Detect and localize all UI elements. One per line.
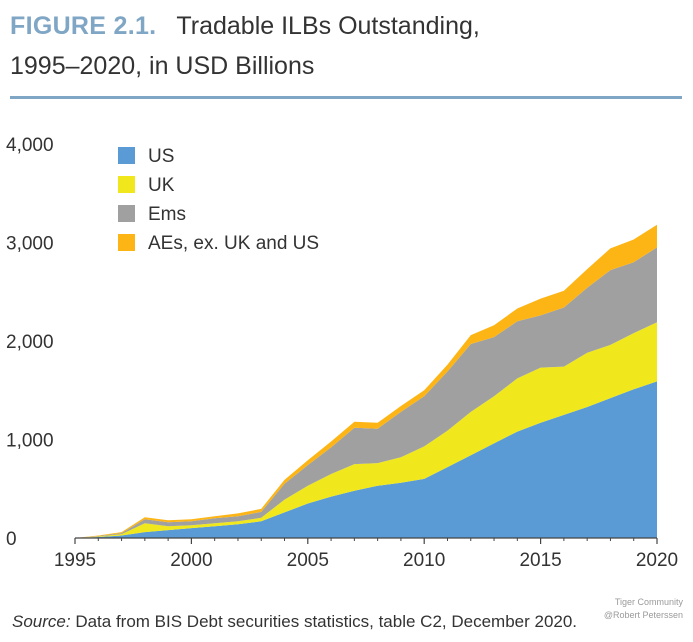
legend-label: US [148,146,174,167]
source-note: Source: Data from BIS Debt securities st… [12,612,577,632]
stacked-area-chart: 0 1,000 2,000 3,000 4,000 1995 2000 2005 2010 201… [6,135,678,571]
y-tick-label: 0 [6,529,17,550]
x-tick-label: 1995 [54,550,96,571]
chart-title-part-2: 1995–2020, in USD Billions [10,52,315,80]
x-tick-label: 2000 [170,550,212,571]
x-tick-label: 2015 [519,550,561,571]
watermark-line-1: Tiger Community [614,597,683,607]
title-block: FIGURE 2.1. Tradable ILBs Outstanding, 19… [10,6,690,86]
title-line-1: FIGURE 2.1. Tradable ILBs Outstanding, [10,6,690,46]
figure-number: FIGURE 2.1. [10,12,157,40]
legend-swatch [118,147,135,164]
x-tick-label: 2005 [287,550,329,571]
source-text: Data from BIS Debt securities statistics… [70,612,578,631]
x-tick-label: 2020 [636,550,678,571]
legend-swatch [118,176,135,193]
y-tick-label: 3,000 [6,234,54,255]
title-divider [10,96,682,99]
legend-swatch [118,234,135,251]
area-series-0 [75,381,657,538]
y-tick-label: 2,000 [6,332,54,353]
watermark: Tiger Community @Robert Peterssen [604,596,683,622]
y-tick-label: 1,000 [6,431,54,452]
source-label: Source: [12,612,71,631]
legend-label: AEs, ex. UK and US [148,233,319,254]
chart-title-part-1: Tradable ILBs Outstanding, [176,12,480,40]
watermark-line-2: @Robert Peterssen [603,610,683,620]
legend-swatch [118,205,135,222]
x-tick-label: 2010 [403,550,445,571]
legend-label: UK [148,175,175,196]
legend-label: Ems [148,204,186,225]
y-tick-label: 4,000 [6,135,54,156]
